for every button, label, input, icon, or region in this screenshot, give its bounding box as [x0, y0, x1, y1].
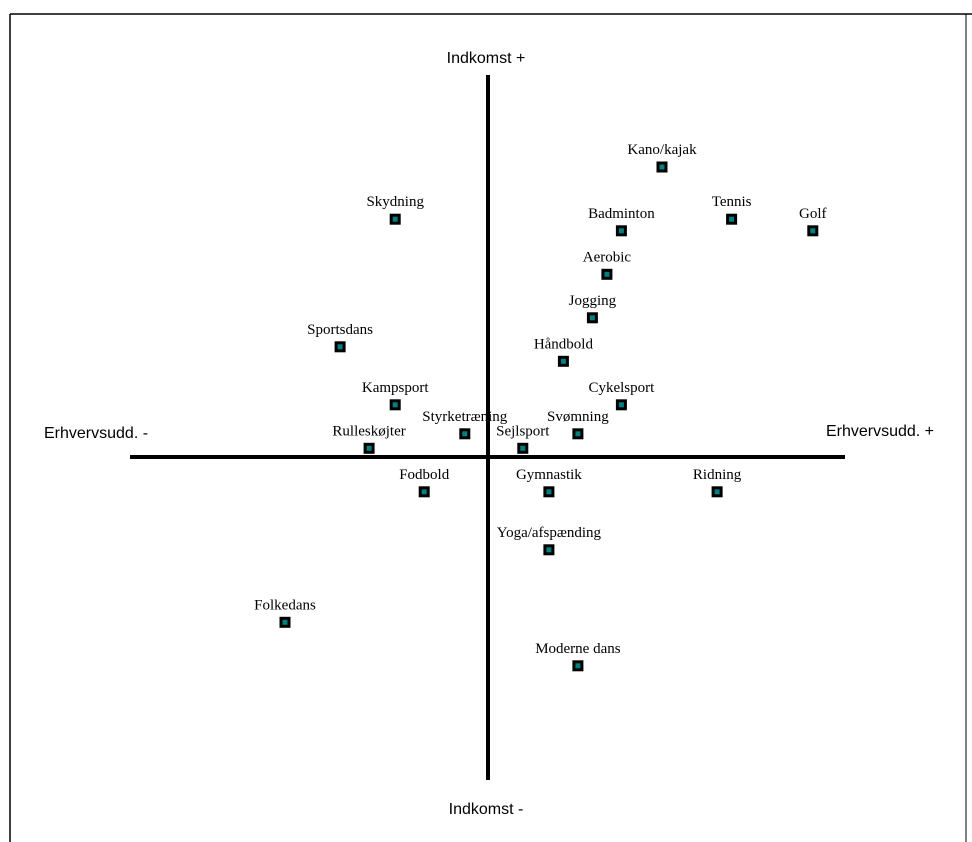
- data-point: Aerobic: [583, 249, 632, 280]
- point-label: Styrketræning: [422, 409, 507, 425]
- data-point: Moderne dans: [535, 641, 621, 672]
- point-marker-core: [462, 431, 468, 437]
- point-marker-core: [421, 489, 427, 495]
- point-label: Moderne dans: [535, 641, 621, 657]
- point-label: Rulleskøjter: [332, 423, 405, 439]
- data-point: Badminton: [588, 206, 655, 237]
- points-layer: Kano/kajak Skydning Badminton Tennis Golf Aer…: [254, 142, 827, 672]
- point-marker-core: [575, 663, 581, 669]
- x-axis-negative-label: Erhvervsudd. -: [44, 425, 148, 442]
- point-marker-core: [520, 445, 526, 451]
- point-label: Kano/kajak: [627, 142, 697, 158]
- point-marker-core: [714, 489, 720, 495]
- point-label: Sportsdans: [307, 322, 373, 338]
- point-label: Svømning: [547, 409, 609, 425]
- data-point: Tennis: [712, 194, 752, 225]
- data-point: Folkedans: [254, 597, 316, 628]
- data-point: Yoga/afspænding: [497, 525, 602, 556]
- point-marker-core: [392, 216, 398, 222]
- point-label: Jogging: [569, 293, 617, 309]
- point-label: Tennis: [712, 194, 752, 210]
- data-point: Gymnastik: [516, 467, 582, 498]
- point-marker-core: [810, 228, 816, 234]
- point-marker-core: [659, 164, 665, 170]
- point-label: Badminton: [588, 206, 655, 222]
- point-label: Aerobic: [583, 249, 632, 265]
- point-marker-core: [589, 315, 595, 321]
- data-point: Kampsport: [362, 380, 429, 411]
- point-marker-core: [560, 358, 566, 364]
- data-point: Rulleskøjter: [332, 423, 406, 454]
- point-marker-core: [337, 344, 343, 350]
- data-point: Jogging: [569, 293, 617, 324]
- data-point: Kano/kajak: [627, 142, 697, 173]
- point-marker-core: [546, 489, 552, 495]
- point-marker-core: [729, 216, 735, 222]
- data-point: Håndbold: [534, 336, 594, 367]
- point-marker-core: [546, 547, 552, 553]
- point-marker-core: [618, 228, 624, 234]
- data-point: Golf: [799, 206, 827, 237]
- data-point: Ridning: [693, 467, 742, 498]
- point-label: Skydning: [366, 194, 424, 210]
- data-point: Styrketræning: [422, 409, 508, 440]
- data-point: Fodbold: [399, 467, 450, 498]
- point-label: Håndbold: [534, 336, 594, 352]
- data-point: Cykelsport: [588, 380, 655, 411]
- point-label: Yoga/afspænding: [497, 525, 602, 541]
- y-axis-negative-label: Indkomst -: [449, 801, 524, 818]
- point-label: Ridning: [693, 467, 742, 483]
- point-label: Sejlsport: [496, 423, 550, 439]
- point-label: Kampsport: [362, 380, 429, 396]
- point-label: Golf: [799, 206, 827, 222]
- point-label: Gymnastik: [516, 467, 582, 483]
- data-point: Sejlsport: [496, 423, 550, 454]
- point-marker-core: [282, 619, 288, 625]
- data-point: Sportsdans: [307, 322, 373, 353]
- point-label: Fodbold: [399, 467, 450, 483]
- y-axis-positive-label: Indkomst +: [447, 50, 526, 67]
- point-marker-core: [604, 271, 610, 277]
- point-marker-core: [575, 431, 581, 437]
- point-marker-core: [366, 445, 372, 451]
- x-axis-positive-label: Erhvervsudd. +: [826, 423, 934, 440]
- point-label: Cykelsport: [588, 380, 655, 396]
- point-marker-core: [392, 402, 398, 408]
- point-marker-core: [618, 402, 624, 408]
- point-label: Folkedans: [254, 597, 316, 613]
- data-point: Svømning: [547, 409, 609, 440]
- data-point: Skydning: [366, 194, 424, 225]
